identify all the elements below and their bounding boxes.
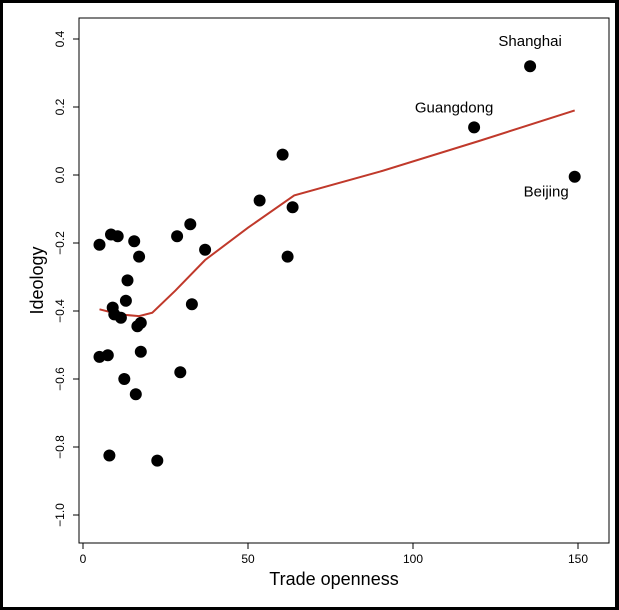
data-point (114, 311, 127, 324)
point-label: Beijing (524, 184, 569, 201)
data-point (129, 388, 142, 401)
data-point (111, 230, 124, 243)
y-tick-label: 0.0 (53, 166, 67, 183)
data-point (185, 298, 198, 311)
data-point (174, 366, 187, 379)
y-tick-label: 0.2 (53, 98, 67, 115)
y-tick-label: 0.4 (53, 30, 67, 47)
y-tick-label: −0.8 (53, 435, 67, 459)
x-tick-label: 50 (241, 552, 255, 566)
x-axis-title: Trade openness (269, 569, 398, 589)
y-tick-label: −0.6 (53, 367, 67, 391)
y-axis: −1.0 −0.8 −0.6 −0.4 −0.2 0.0 0.2 0.4 (53, 30, 80, 527)
data-point (101, 349, 114, 362)
point-label: Guangdong (415, 99, 493, 116)
data-point (286, 201, 299, 214)
data-point (276, 148, 289, 161)
y-axis-title: Ideology (27, 246, 47, 314)
data-point (468, 121, 481, 134)
data-point (119, 294, 132, 307)
point-annotations: Shanghai Guangdong Beijing (415, 33, 569, 201)
data-point (151, 454, 164, 467)
data-point (133, 250, 146, 263)
y-tick-label: −1.0 (53, 503, 67, 527)
data-point (199, 243, 212, 256)
y-tick-label: −0.4 (53, 299, 67, 323)
x-tick-label: 150 (568, 552, 588, 566)
x-axis: 0 50 100 150 (80, 542, 588, 566)
data-point (128, 235, 141, 248)
data-point (171, 230, 184, 243)
chart-frame: 0 50 100 150 −1.0 −0.8 −0.6 −0.4 −0.2 0.0 0.2 0.4 … (3, 3, 615, 607)
x-tick-label: 0 (80, 552, 87, 566)
data-point (93, 238, 106, 251)
data-point (281, 250, 294, 263)
data-point (524, 60, 537, 73)
trend-line (99, 109, 576, 318)
y-tick-label: −0.2 (53, 231, 67, 255)
data-point (103, 449, 116, 462)
data-point (118, 373, 131, 385)
x-tick-label: 100 (403, 552, 423, 566)
data-point (121, 274, 134, 287)
data-point (568, 170, 581, 183)
data-point (253, 194, 266, 207)
data-point (131, 320, 144, 333)
point-label: Shanghai (498, 33, 561, 50)
data-point (184, 218, 197, 231)
data-points (93, 60, 581, 467)
data-point (134, 345, 147, 358)
scatter-chart: 0 50 100 150 −1.0−0.8−0.6−0.4−0.20.00.20.4 … (27, 17, 610, 589)
